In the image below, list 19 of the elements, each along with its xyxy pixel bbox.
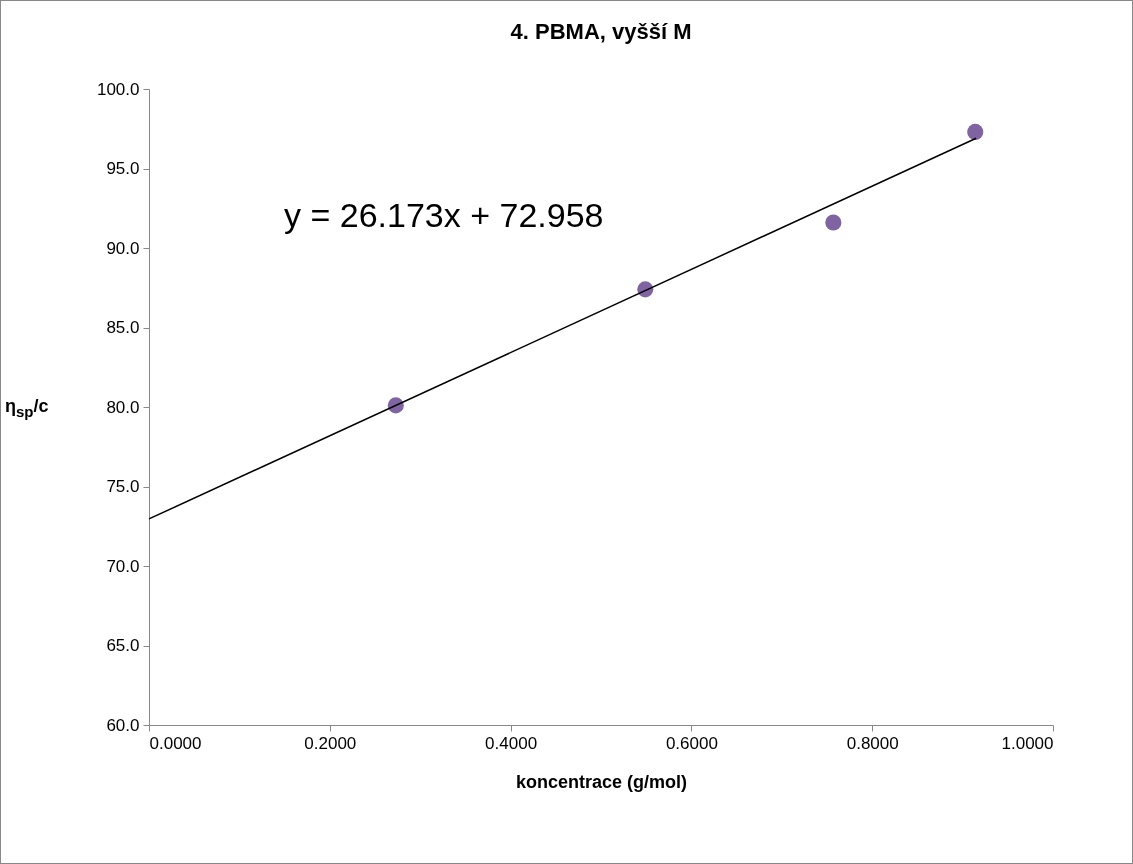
y-tick-label: 70.0 — [106, 556, 140, 576]
x-tick-label: 0.0000 — [149, 733, 202, 753]
y-tick-label: 95.0 — [106, 159, 140, 178]
x-tick-label: 0.2000 — [304, 733, 357, 753]
y-tick-label: 80.0 — [106, 397, 140, 417]
y-axis-title: η$_{sp}$/c — [5, 396, 49, 420]
y-tick-label: 65.0 — [106, 636, 140, 655]
x-tick-label: 0.8000 — [846, 733, 899, 753]
annotation: y = 26.173x + 72.958 — [284, 196, 604, 234]
x-tick-label: 0.6000 — [665, 733, 718, 753]
y-tick-label: 90.0 — [106, 238, 140, 258]
x-axis-title: koncentrace (g/mol) — [515, 771, 688, 792]
y-tick-label: 75.0 — [106, 477, 140, 496]
x-tick-label: 0.4000 — [485, 733, 538, 753]
y-tick-label: 60.0 — [106, 715, 140, 735]
y-tick-label: 100.0 — [96, 79, 140, 99]
chart-title: 4. PBMA, vyšší M — [510, 19, 692, 44]
x-tick-label: 1.0000 — [1001, 733, 1054, 753]
y-tick-label: 85.0 — [106, 318, 140, 337]
